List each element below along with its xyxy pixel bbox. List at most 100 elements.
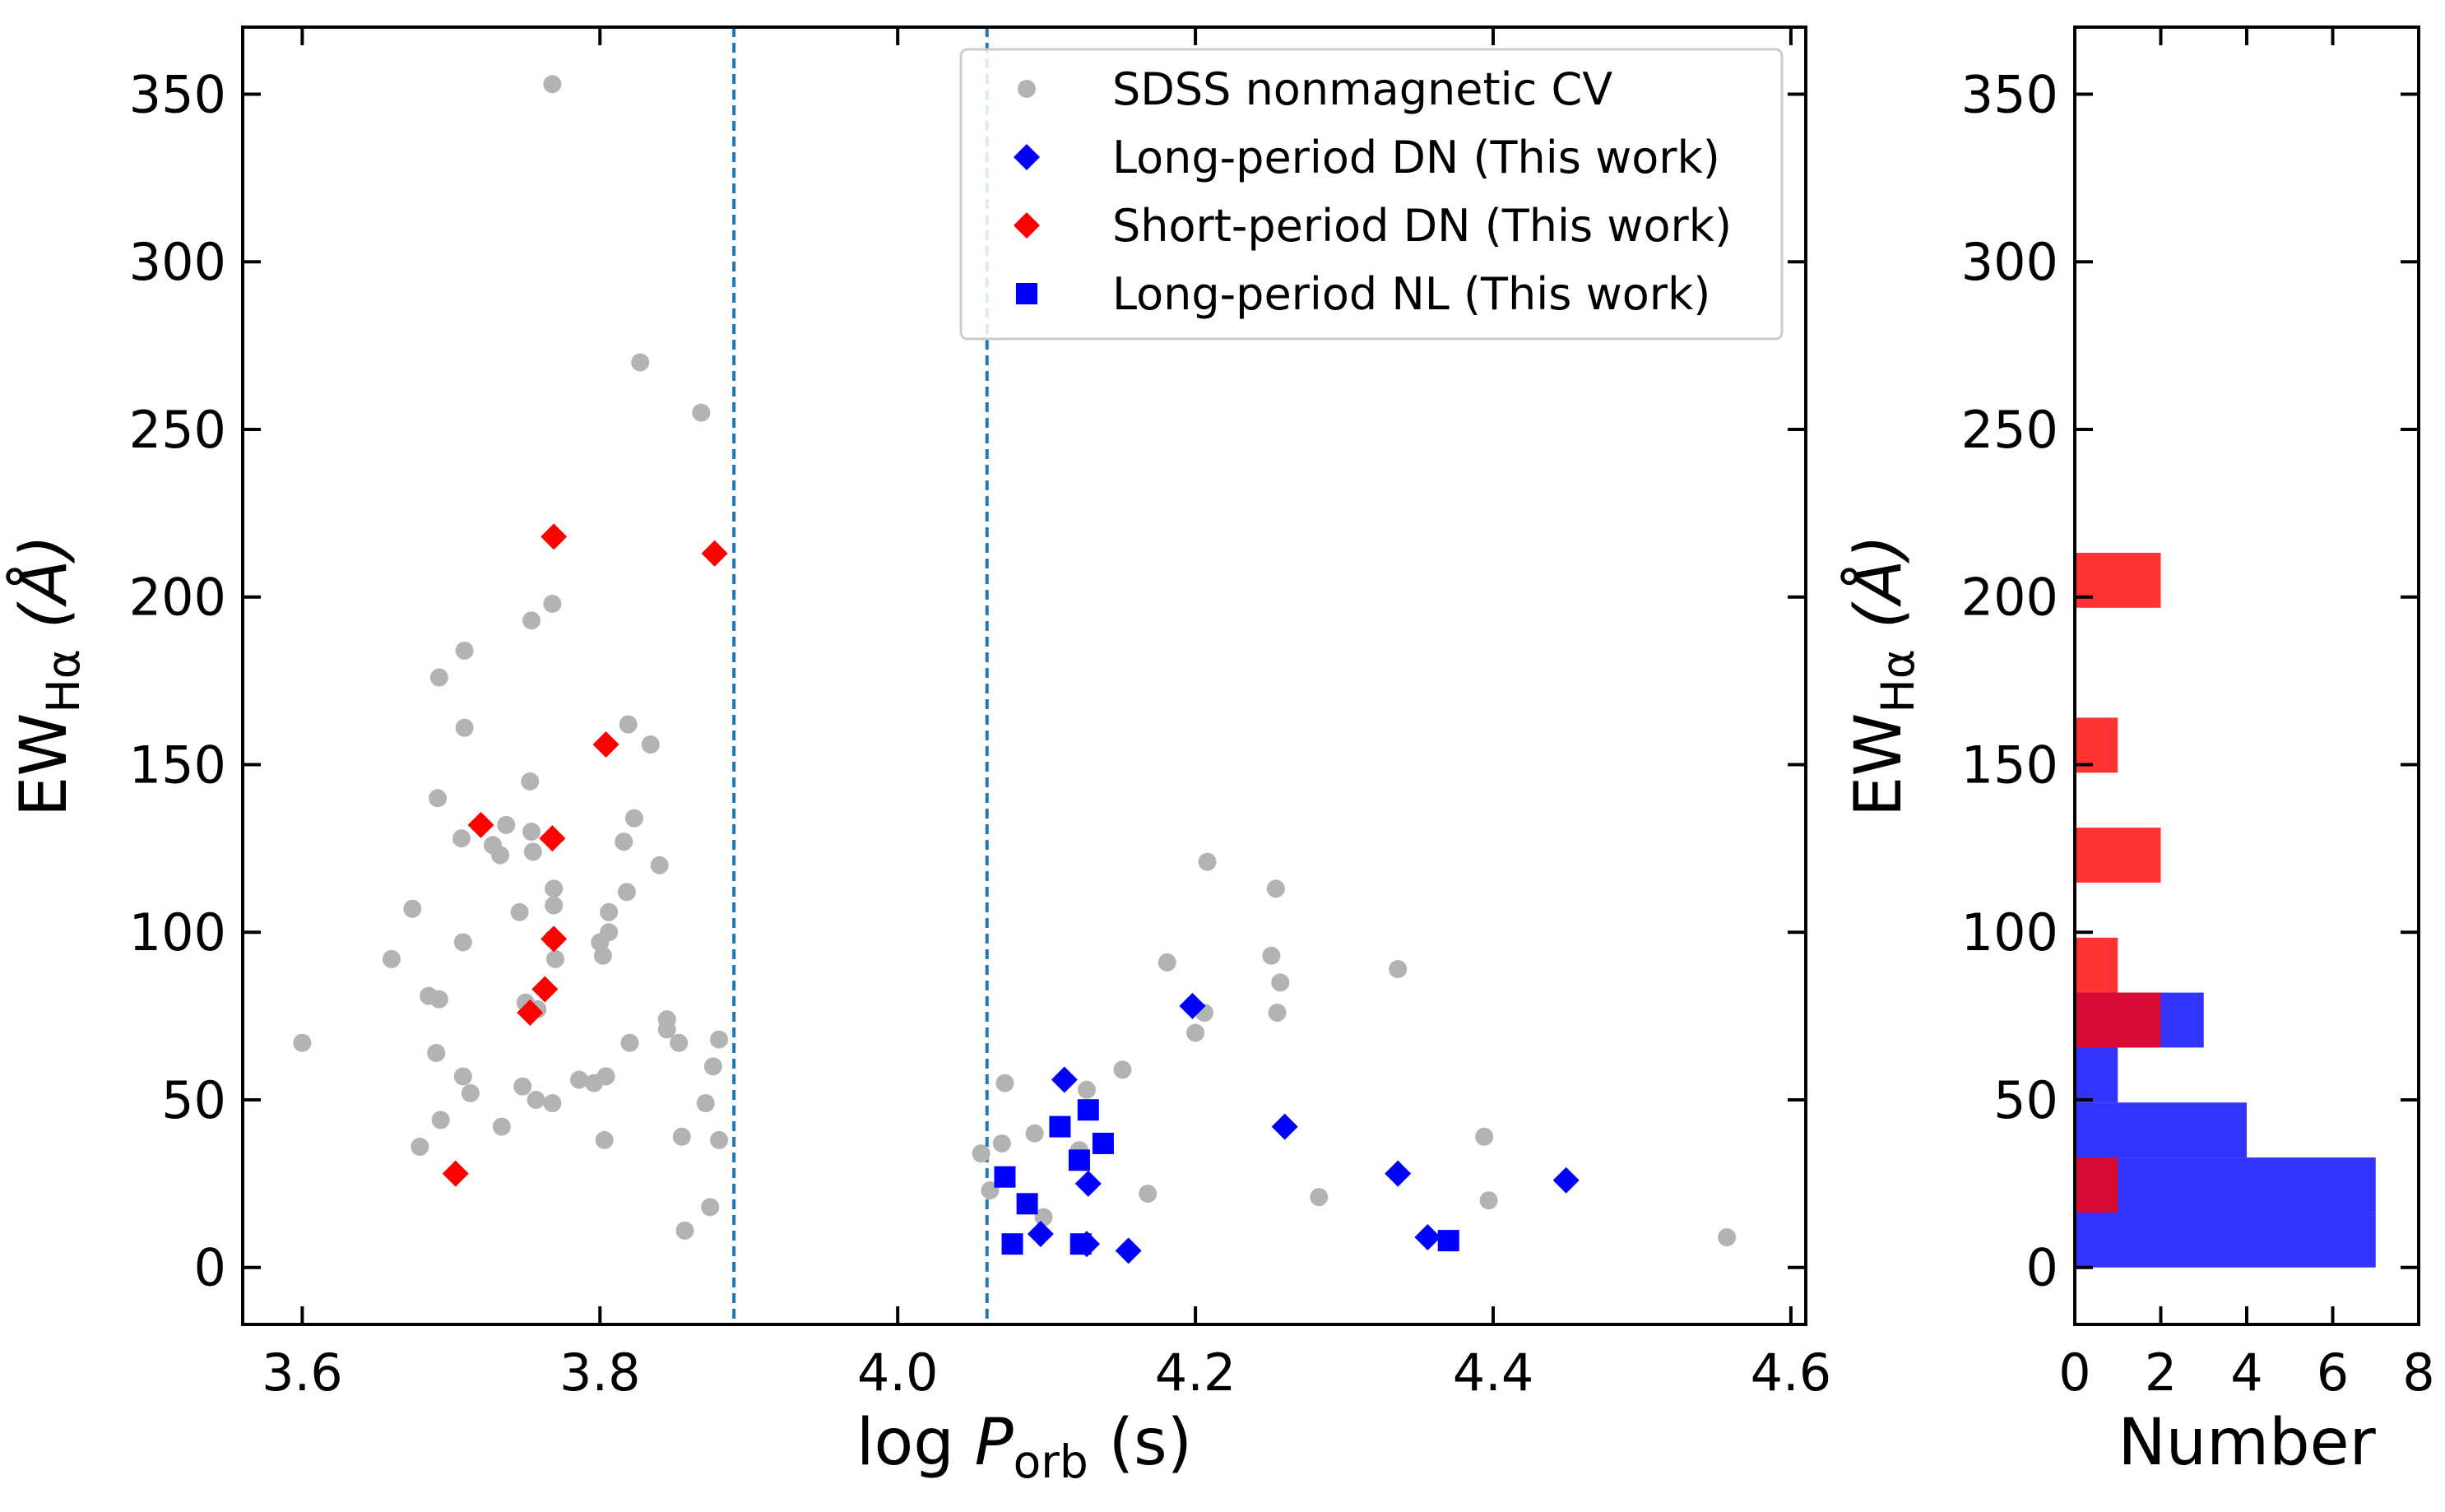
point-s0-53 bbox=[696, 1094, 715, 1113]
point-s0-46 bbox=[453, 1067, 472, 1086]
point-s2-5 bbox=[540, 925, 568, 953]
point-s1-3 bbox=[1385, 1160, 1412, 1187]
point-s0-64 bbox=[1113, 1060, 1132, 1079]
main-frame bbox=[241, 26, 1807, 1326]
point-s0-62 bbox=[293, 1033, 312, 1052]
y-axis-title: EWHα (Å) bbox=[6, 535, 90, 817]
point-s0-63 bbox=[995, 1074, 1014, 1092]
point-s0-15 bbox=[522, 822, 541, 841]
point-s0-21 bbox=[617, 883, 636, 902]
point-s0-43 bbox=[427, 1043, 446, 1062]
point-s0-44 bbox=[703, 1057, 722, 1076]
hist-ytick-label-6: 300 bbox=[1961, 232, 2058, 292]
point-s3-3 bbox=[1068, 1149, 1090, 1171]
ytick-label-7: 350 bbox=[129, 64, 226, 124]
point-s0-61 bbox=[675, 1221, 694, 1240]
point-s0-32 bbox=[382, 949, 401, 968]
point-s1-1 bbox=[1051, 1066, 1078, 1093]
point-s0-75 bbox=[1266, 879, 1285, 898]
point-s3-1 bbox=[1049, 1115, 1071, 1138]
legend-label-1: Long-period DN (This work) bbox=[1112, 132, 1720, 183]
hist-ytick-label-4: 200 bbox=[1961, 568, 2058, 628]
point-s0-24 bbox=[510, 902, 529, 921]
point-s0-58 bbox=[595, 1130, 614, 1149]
point-s2-4 bbox=[539, 825, 566, 852]
ytick-label-1: 50 bbox=[161, 1070, 226, 1130]
point-s0-16 bbox=[452, 829, 471, 848]
legend-marker-2 bbox=[1014, 212, 1040, 239]
point-s2-3 bbox=[467, 811, 494, 838]
hist-bar-s1-5 bbox=[2075, 552, 2161, 608]
point-s0-25 bbox=[545, 896, 564, 915]
point-s0-51 bbox=[527, 1090, 545, 1109]
point-s0-80 bbox=[1186, 1023, 1205, 1042]
hist-xtick-label-1: 2 bbox=[2145, 1343, 2177, 1403]
point-s0-55 bbox=[492, 1117, 511, 1136]
point-s0-4 bbox=[522, 611, 541, 630]
hist-y-axis-title: EWHα (Å) bbox=[1840, 535, 1924, 817]
legend-label-2: Short-period DN (This work) bbox=[1112, 200, 1732, 252]
point-s0-83 bbox=[1475, 1127, 1494, 1146]
ytick-label-6: 300 bbox=[129, 232, 226, 292]
ytick-label-5: 250 bbox=[129, 400, 226, 460]
point-s1-6 bbox=[1027, 1220, 1054, 1247]
hist-ytick-label-2: 100 bbox=[1961, 902, 2058, 962]
point-s0-11 bbox=[429, 789, 448, 808]
point-s0-60 bbox=[701, 1198, 720, 1217]
point-s2-0 bbox=[540, 523, 568, 550]
point-s0-8 bbox=[619, 715, 638, 734]
point-s0-74 bbox=[1198, 852, 1217, 871]
legend-box bbox=[959, 48, 1784, 341]
point-s0-49 bbox=[513, 1077, 532, 1096]
point-s0-56 bbox=[672, 1127, 691, 1146]
point-s1-4 bbox=[1552, 1166, 1580, 1194]
point-s0-41 bbox=[670, 1033, 689, 1052]
hist-bar-s1-0 bbox=[2075, 1157, 2118, 1213]
point-s2-6 bbox=[531, 976, 559, 1003]
point-s0-9 bbox=[641, 735, 660, 754]
hist-bar-s1-3 bbox=[2075, 828, 2161, 883]
point-s0-59 bbox=[411, 1138, 429, 1157]
xtick-label-4: 4.4 bbox=[1453, 1343, 1534, 1403]
point-s0-42 bbox=[620, 1033, 639, 1052]
point-s0-50 bbox=[461, 1083, 480, 1102]
x-axis-title: log Porb (s) bbox=[856, 1406, 1192, 1488]
point-s0-81 bbox=[1389, 960, 1408, 979]
point-s0-48 bbox=[569, 1070, 588, 1089]
point-s3-4 bbox=[994, 1166, 1016, 1188]
hist-bar-s1-1 bbox=[2075, 992, 2161, 1048]
hist-bar-s1-2 bbox=[2075, 937, 2118, 993]
point-s0-40 bbox=[710, 1030, 729, 1049]
point-s2-2 bbox=[592, 731, 619, 758]
point-s0-54 bbox=[431, 1111, 450, 1129]
point-s0-67 bbox=[992, 1134, 1011, 1153]
ytick-label-3: 150 bbox=[129, 735, 226, 795]
main-plot: 3.6 3.8 4.0 4.2 4.4 4.6 0 50 100 150 200 250 300 350 l… bbox=[6, 26, 1831, 1488]
legend-label-0: SDSS nonmagnetic CV bbox=[1112, 63, 1612, 115]
point-s0-17 bbox=[491, 846, 510, 865]
ytick-label-0: 0 bbox=[194, 1238, 226, 1298]
point-s3-6 bbox=[1069, 1233, 1092, 1255]
point-s1-2 bbox=[1271, 1113, 1298, 1140]
point-s1-0 bbox=[1179, 992, 1206, 1019]
point-s0-68 bbox=[1025, 1124, 1044, 1143]
hist-bar-s0-0 bbox=[2075, 1212, 2376, 1268]
point-s0-3 bbox=[543, 594, 562, 613]
point-s0-65 bbox=[1078, 1080, 1096, 1099]
point-s0-82 bbox=[1310, 1188, 1329, 1207]
point-s0-10 bbox=[521, 772, 540, 791]
point-s0-85 bbox=[1718, 1228, 1737, 1247]
point-s3-2 bbox=[1092, 1132, 1114, 1154]
ytick-label-2: 100 bbox=[129, 902, 226, 962]
hist-x-axis-title: Number bbox=[2118, 1406, 2376, 1480]
hist-ytick-label-7: 350 bbox=[1961, 64, 2058, 124]
xtick-label-3: 4.2 bbox=[1155, 1343, 1236, 1403]
point-s0-20 bbox=[650, 856, 669, 874]
point-s0-39 bbox=[657, 1020, 676, 1039]
point-s0-6 bbox=[429, 668, 448, 687]
xtick-label-1: 3.8 bbox=[559, 1343, 641, 1403]
point-s0-77 bbox=[1271, 973, 1290, 992]
